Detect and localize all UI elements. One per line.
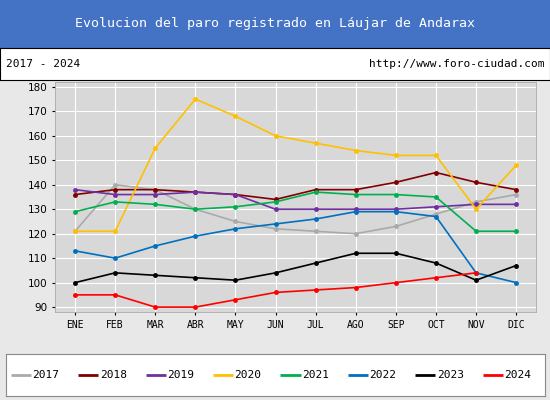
Text: 2022: 2022 <box>370 370 397 380</box>
Text: 2019: 2019 <box>167 370 194 380</box>
Text: 2023: 2023 <box>437 370 464 380</box>
Text: 2020: 2020 <box>234 370 262 380</box>
Text: 2021: 2021 <box>302 370 329 380</box>
Text: 2024: 2024 <box>504 370 531 380</box>
Text: 2017: 2017 <box>32 370 59 380</box>
Text: Evolucion del paro registrado en Láujar de Andarax: Evolucion del paro registrado en Láujar … <box>75 18 475 30</box>
Text: 2017 - 2024: 2017 - 2024 <box>6 59 80 69</box>
Text: 2018: 2018 <box>100 370 127 380</box>
Text: http://www.foro-ciudad.com: http://www.foro-ciudad.com <box>369 59 544 69</box>
